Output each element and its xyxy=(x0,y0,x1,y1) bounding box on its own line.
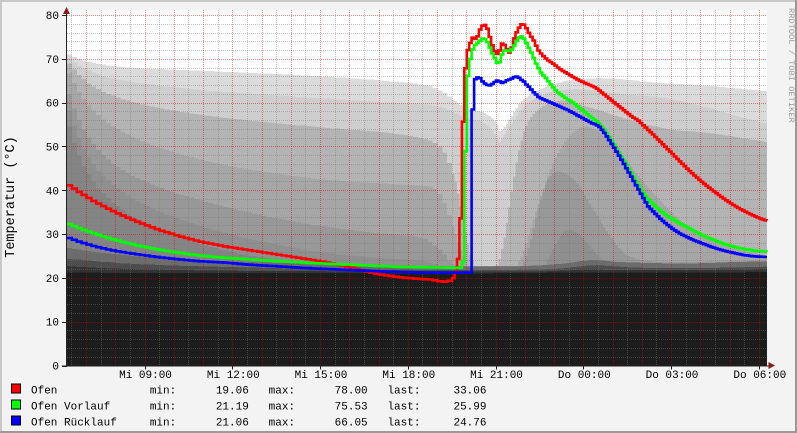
svg-text:Mi 21:00: Mi 21:00 xyxy=(470,370,523,382)
svg-text:Temperatur (°C): Temperatur (°C) xyxy=(4,136,19,258)
svg-text:40: 40 xyxy=(46,186,59,198)
svg-text:10: 10 xyxy=(46,318,59,330)
svg-text:50: 50 xyxy=(46,142,59,154)
svg-text:20: 20 xyxy=(46,274,59,286)
svg-text:Do 00:00: Do 00:00 xyxy=(558,370,611,382)
svg-text:80: 80 xyxy=(46,11,59,23)
svg-text:Do 06:00: Do 06:00 xyxy=(733,370,786,382)
svg-text:Mi 09:00: Mi 09:00 xyxy=(119,370,172,382)
svg-text:0: 0 xyxy=(52,362,59,374)
svg-text:Mi 18:00: Mi 18:00 xyxy=(382,370,435,382)
svg-text:Mi 15:00: Mi 15:00 xyxy=(295,370,348,382)
svg-text:60: 60 xyxy=(46,99,59,111)
svg-text:Ofen min: 19: Ofen min: 19.06 max: 78.00 last: 33.06 xyxy=(31,386,486,398)
svg-text:Ofen Vorlauf min: 21: Ofen Vorlauf min: 21.19 max: 75.53 last:… xyxy=(31,402,486,414)
svg-text:RRDTOOL / TOBI OETIKER: RRDTOOL / TOBI OETIKER xyxy=(786,8,796,123)
svg-text:Mi 12:00: Mi 12:00 xyxy=(207,370,260,382)
svg-text:Do 03:00: Do 03:00 xyxy=(646,370,699,382)
svg-text:30: 30 xyxy=(46,230,59,242)
svg-text:70: 70 xyxy=(46,55,59,67)
svg-text:Ofen Rücklauf min: 21: Ofen Rücklauf min: 21.06 max: 66.05 last… xyxy=(31,418,486,430)
